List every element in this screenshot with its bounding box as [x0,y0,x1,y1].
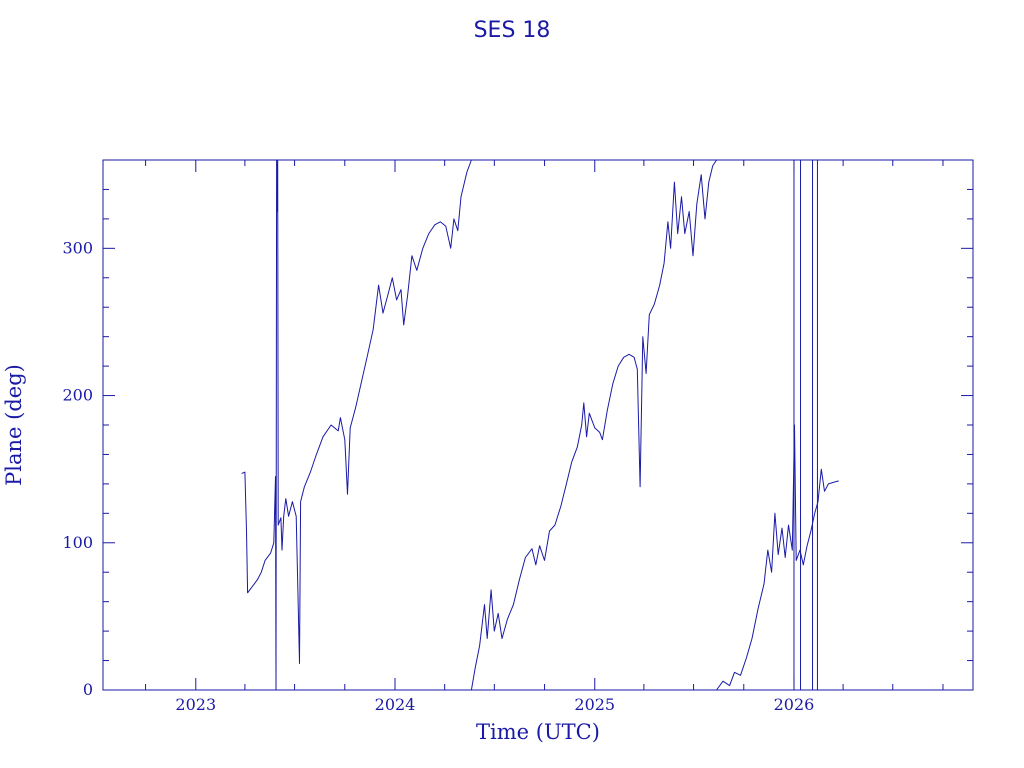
y-tick-label: 0 [83,680,93,699]
tick-labels: 0 100 200 300 2023 2024 2025 2026 [62,238,814,714]
series-line-1 [241,159,472,691]
y-tick-label: 300 [62,238,93,257]
x-tick-label: 2025 [574,695,615,714]
plot-frame [102,159,974,691]
tick-marks [103,159,973,691]
x-tick-label: 2023 [175,695,216,714]
series-line-3 [716,424,839,691]
chart-title: SES 18 [474,18,551,43]
series-line-2 [470,159,717,691]
y-axis-title: Plane (deg) [2,364,26,486]
plot-area [241,159,839,691]
x-tick-label: 2026 [774,695,815,714]
y-tick-label: 200 [62,386,93,405]
y-tick-label: 100 [62,533,93,552]
x-axis-title: Time (UTC) [476,720,600,744]
x-tick-label: 2024 [375,695,416,714]
